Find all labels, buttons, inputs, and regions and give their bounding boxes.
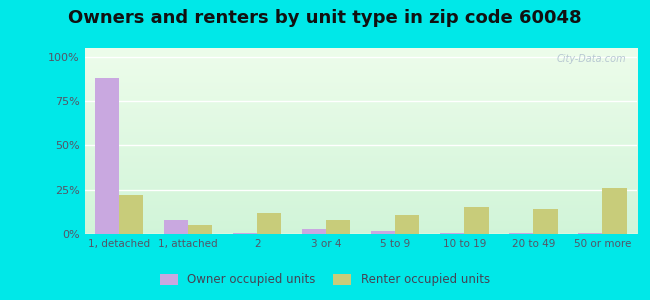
Bar (326, 220, 350, 234)
Bar (119, 195, 143, 234)
Bar (164, 220, 188, 234)
Text: Owners and renters by unit type in zip code 60048: Owners and renters by unit type in zip c… (68, 9, 582, 27)
Bar (395, 214, 419, 234)
Bar (257, 213, 281, 234)
Bar (464, 207, 489, 234)
Bar (534, 209, 558, 234)
Legend: Owner occupied units, Renter occupied units: Owner occupied units, Renter occupied un… (155, 269, 495, 291)
Bar (371, 231, 395, 234)
Text: City-Data.com: City-Data.com (556, 54, 626, 64)
Bar (302, 229, 326, 234)
Bar (509, 233, 534, 234)
Bar (603, 188, 627, 234)
Bar (578, 233, 603, 234)
Bar (440, 233, 464, 234)
Bar (233, 233, 257, 234)
Bar (188, 225, 213, 234)
Bar (95, 78, 119, 234)
